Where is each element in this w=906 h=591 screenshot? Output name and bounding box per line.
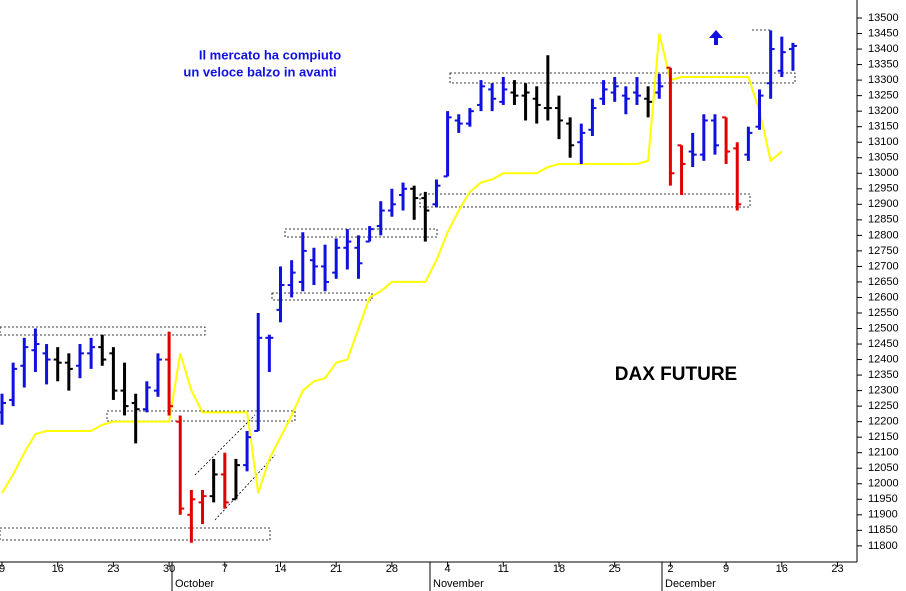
zone — [284, 228, 438, 238]
zone — [271, 292, 373, 301]
x-tick-label: 4 — [445, 563, 451, 575]
y-tick-label: 12350 — [868, 369, 899, 381]
y-tick-label: 13200 — [868, 105, 899, 117]
chart-title: DAX FUTURE — [615, 364, 737, 385]
y-tick-label: 13350 — [868, 58, 899, 70]
y-tick-label: 12500 — [868, 322, 899, 334]
x-tick-label: 16 — [776, 563, 788, 575]
y-tick-label: 13400 — [868, 43, 899, 55]
x-tick-label: 16 — [52, 563, 64, 575]
x-tick-label: 2 — [667, 563, 673, 575]
annotation: un veloce balzo in avanti — [183, 64, 336, 79]
y-tick-label: 12600 — [868, 291, 899, 303]
y-tick-label: 12800 — [868, 229, 899, 241]
zone — [449, 72, 796, 84]
y-tick-label: 12700 — [868, 260, 899, 272]
x-tick-label: 9 — [723, 563, 729, 575]
y-tick-label: 12300 — [868, 385, 899, 397]
average-line — [1, 33, 783, 494]
up-arrow — [709, 30, 723, 45]
y-tick-label: 12200 — [868, 416, 899, 428]
y-tick-label: 13250 — [868, 90, 899, 102]
y-tick-label: 12900 — [868, 198, 899, 210]
x-tick-label: 14 — [274, 563, 286, 575]
y-tick-label: 13300 — [868, 74, 899, 86]
x-tick-label: 30 — [163, 563, 175, 575]
y-tick-label: 12450 — [868, 338, 899, 350]
y-tick-label: 11950 — [868, 493, 898, 505]
y-tick-label: 12650 — [868, 276, 899, 288]
month-label: November — [433, 578, 484, 590]
x-tick-label: 21 — [330, 563, 342, 575]
annotation: Il mercato ha compiuto — [199, 47, 341, 62]
channel — [214, 454, 276, 521]
y-tick-label: 11800 — [868, 540, 898, 552]
zone — [0, 527, 271, 541]
zone — [419, 193, 751, 208]
x-tick-label: 25 — [609, 563, 621, 575]
y-tick-label: 13450 — [868, 27, 899, 39]
month-label: December — [665, 578, 716, 590]
x-tick-label: 11 — [498, 563, 509, 575]
y-tick-label: 12250 — [868, 400, 899, 412]
zone — [0, 326, 206, 336]
y-tick-label: 13150 — [868, 121, 899, 133]
month-label: October — [175, 578, 214, 590]
y-tick-label: 12750 — [868, 245, 899, 257]
x-tick-label: 23 — [107, 563, 119, 575]
x-tick-label: 28 — [386, 563, 398, 575]
y-tick-label: 12150 — [868, 431, 899, 443]
y-tick-label: 13100 — [868, 136, 899, 148]
y-tick-label: 12100 — [868, 447, 899, 459]
y-tick-label: 12850 — [868, 214, 899, 226]
y-tick-label: 11850 — [868, 524, 898, 536]
y-tick-label: 12050 — [868, 462, 899, 474]
x-tick-label: 7 — [222, 563, 228, 575]
x-tick-label: 23 — [831, 563, 843, 575]
y-tick-label: 12950 — [868, 183, 899, 195]
y-tick-label: 12550 — [868, 307, 899, 319]
y-tick-label: 11900 — [868, 509, 898, 521]
x-tick-label: 18 — [553, 563, 565, 575]
y-tick-label: 12000 — [868, 478, 899, 490]
y-tick-label: 13050 — [868, 152, 899, 164]
y-tick-label: 13500 — [868, 12, 899, 24]
y-tick-label: 13000 — [868, 167, 899, 179]
y-tick-label: 12400 — [868, 353, 899, 365]
x-tick-label: 9 — [0, 563, 5, 575]
